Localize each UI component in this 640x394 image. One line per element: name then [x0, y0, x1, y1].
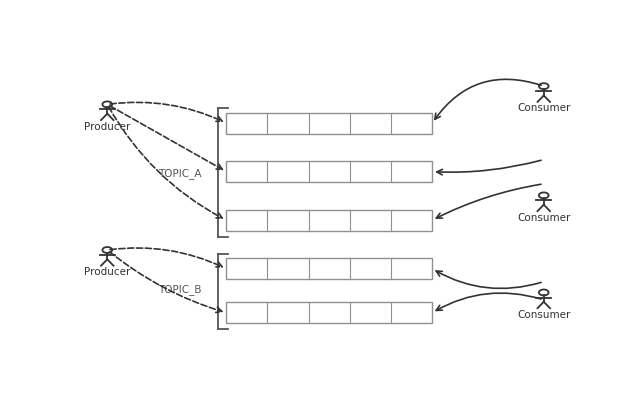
Bar — [227, 113, 432, 134]
Bar — [227, 161, 432, 182]
Text: Producer: Producer — [84, 267, 131, 277]
Text: TOPIC_A: TOPIC_A — [158, 168, 202, 178]
Text: Producer: Producer — [84, 122, 131, 132]
Bar — [227, 210, 432, 231]
Text: TOPIC_B: TOPIC_B — [158, 284, 202, 296]
Bar — [227, 258, 432, 279]
Text: Consumer: Consumer — [517, 213, 570, 223]
Text: Consumer: Consumer — [517, 310, 570, 320]
Bar — [227, 302, 432, 323]
Text: Consumer: Consumer — [517, 103, 570, 113]
